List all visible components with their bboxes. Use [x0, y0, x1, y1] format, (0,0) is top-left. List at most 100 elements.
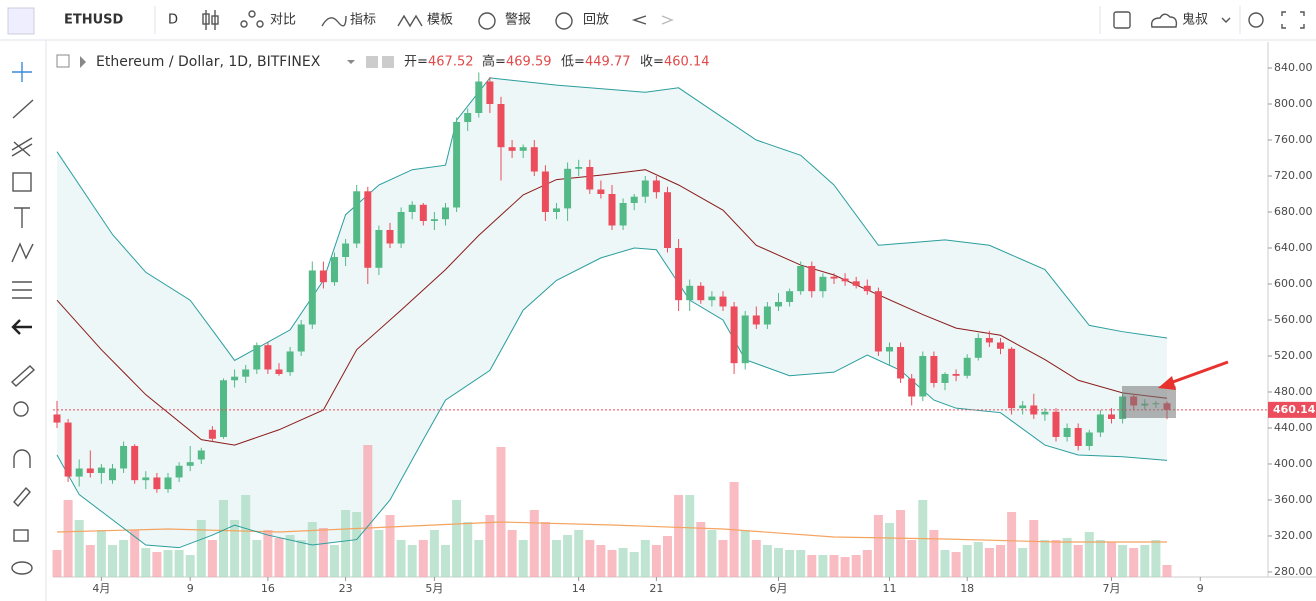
- shape-tool[interactable]: [12, 172, 32, 192]
- y-tick-label: 680.00: [1274, 205, 1313, 218]
- redo-icon[interactable]: [661, 15, 674, 25]
- alert-icon[interactable]: [478, 12, 496, 30]
- candle-body: [86, 468, 94, 473]
- candle-body: [530, 147, 538, 172]
- settings-small-icon[interactable]: [382, 56, 394, 68]
- magnet-tool[interactable]: [13, 449, 31, 468]
- candle-body: [575, 166, 583, 169]
- layout-icon[interactable]: [1113, 11, 1131, 29]
- compare-button[interactable]: 对比: [270, 13, 296, 28]
- x-tick-label: 5月: [425, 582, 443, 595]
- volume-bar: [74, 520, 84, 577]
- undo-icon[interactable]: [631, 15, 647, 25]
- replay-icon[interactable]: [555, 12, 573, 30]
- x-tick-label: 11: [882, 582, 896, 595]
- x-tick-label: 16: [261, 582, 275, 595]
- candle-body: [608, 193, 616, 226]
- template-button[interactable]: 模板: [427, 13, 453, 28]
- line-tool[interactable]: [12, 99, 34, 119]
- user-name[interactable]: 鬼叔: [1182, 12, 1208, 28]
- user-dropdown[interactable]: [1221, 17, 1231, 23]
- candle-body: [1096, 414, 1104, 433]
- symbol[interactable]: ETHUSD: [64, 13, 124, 28]
- candle-body: [242, 369, 250, 377]
- open-value: 467.52: [428, 55, 474, 70]
- volume-bar: [751, 540, 761, 577]
- volume-bar: [740, 530, 750, 577]
- settings-icon[interactable]: [1248, 12, 1264, 28]
- fib-tool[interactable]: [11, 137, 33, 157]
- ruler-tool[interactable]: [10, 365, 36, 387]
- x-tick-label: 6月: [769, 582, 787, 595]
- low-label: 低=: [561, 55, 585, 70]
- x-tick-label: 21: [649, 582, 663, 595]
- y-tick-label: 800.00: [1274, 97, 1313, 110]
- plot: 280.00 320.00 360.00 400.00 440.00 480.00 520.…: [52, 61, 1316, 595]
- candle-body: [375, 229, 383, 268]
- alert-button[interactable]: 警报: [505, 12, 531, 28]
- candle-body: [108, 468, 116, 481]
- candle-body: [541, 171, 549, 212]
- volume-bar: [762, 545, 772, 577]
- text-tool[interactable]: [14, 207, 30, 228]
- pattern-tool[interactable]: [11, 242, 34, 263]
- last-price-tag: [1268, 401, 1316, 418]
- candle-body: [142, 477, 150, 481]
- y-tick-label: 640.00: [1274, 241, 1313, 254]
- prediction-tool[interactable]: [12, 281, 32, 299]
- avatar[interactable]: [7, 7, 35, 35]
- volume-bar: [141, 548, 151, 577]
- indicator-button[interactable]: 指标: [350, 13, 376, 28]
- volume-bar: [307, 522, 317, 577]
- y-tick-label: 760.00: [1274, 133, 1313, 146]
- candle-body: [342, 243, 350, 257]
- replay-button[interactable]: 回放: [583, 13, 609, 28]
- y-tick-label: 440.00: [1274, 421, 1313, 434]
- title-dropdown[interactable]: [347, 60, 355, 64]
- volume-bar: [107, 545, 117, 577]
- candle-body: [708, 296, 716, 301]
- volume-bar: [840, 557, 850, 577]
- fullscreen-icon[interactable]: [1281, 11, 1305, 29]
- y-tick-label: 560.00: [1274, 313, 1313, 326]
- candle-body: [453, 122, 461, 208]
- indicator-icon[interactable]: [321, 15, 347, 27]
- volume-bar: [1118, 545, 1128, 577]
- volume-bar: [707, 530, 717, 577]
- volume-bar: [851, 555, 861, 577]
- arrow-head: [1158, 376, 1176, 390]
- candle-body: [397, 211, 405, 244]
- lock-tool[interactable]: [13, 529, 29, 542]
- collapse-icon[interactable]: [56, 54, 70, 68]
- volume-bar: [341, 510, 351, 577]
- volume-bar: [507, 530, 517, 577]
- cloud-icon[interactable]: [1150, 13, 1178, 28]
- visibility-tool[interactable]: [11, 561, 33, 575]
- candle-body: [564, 168, 572, 209]
- interval[interactable]: D: [168, 13, 178, 28]
- volume-bar: [629, 552, 639, 577]
- candle-body: [175, 465, 183, 478]
- series-icon: [80, 56, 86, 68]
- candle-body: [797, 265, 805, 292]
- template-icon[interactable]: [397, 14, 423, 28]
- crosshair-tool[interactable]: [12, 62, 32, 82]
- pencil-lock-tool[interactable]: [13, 486, 31, 508]
- candle-body: [663, 192, 671, 248]
- volume-bar: [285, 535, 295, 577]
- zoom-tool[interactable]: [13, 401, 29, 417]
- volume-bar: [1106, 542, 1116, 577]
- volume-bar: [585, 540, 595, 577]
- eye-icon[interactable]: [366, 56, 378, 68]
- close-value: 460.14: [664, 55, 710, 70]
- back-tool[interactable]: [11, 319, 32, 335]
- volume-bar: [818, 555, 828, 577]
- candle-icon[interactable]: [202, 10, 219, 30]
- volume-bar: [1140, 545, 1150, 577]
- volume-bar: [52, 550, 62, 577]
- candle-body: [786, 291, 794, 302]
- volume-bar: [385, 515, 395, 577]
- compare-icon[interactable]: [240, 10, 264, 28]
